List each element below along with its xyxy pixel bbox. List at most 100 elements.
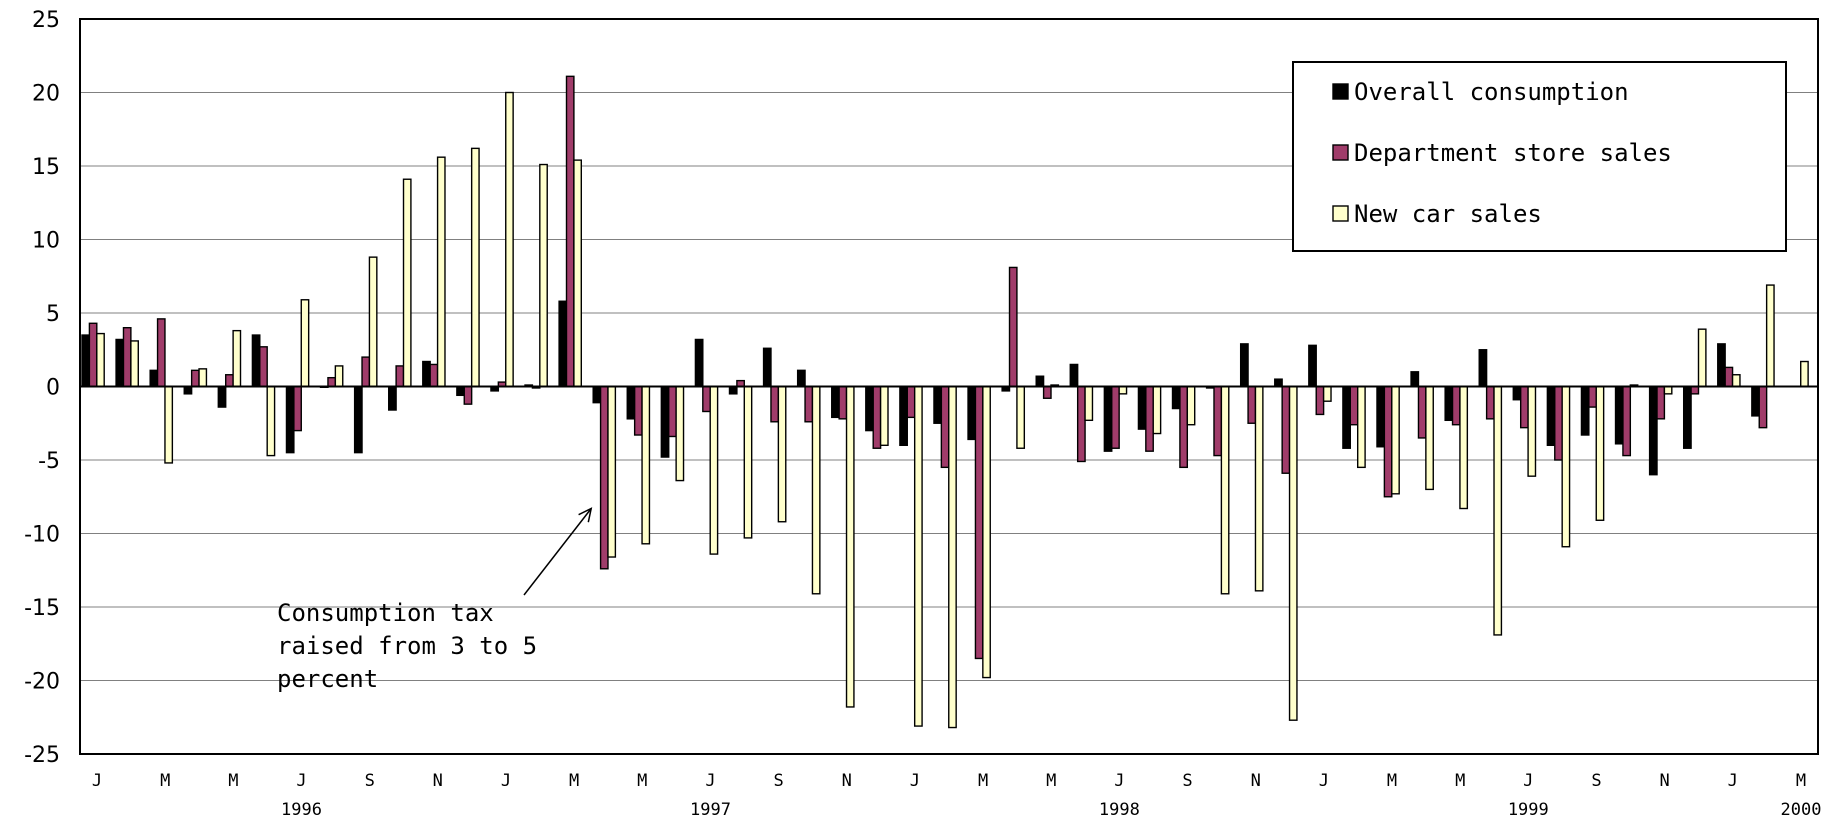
bar-new-car-sales [1663, 385, 1673, 395]
bar-new-car-sales [300, 299, 310, 388]
bar-new-car-sales [641, 385, 651, 545]
bar-department-store-sales [1485, 385, 1495, 420]
bar-new-car-sales [470, 147, 480, 388]
y-tick-label: -25 [24, 743, 60, 768]
bar-overall-consumption [967, 385, 977, 441]
bar-overall-consumption [456, 385, 465, 397]
bar-new-car-sales [777, 385, 787, 523]
bar-overall-consumption [81, 334, 91, 388]
bar-new-car-sales [1425, 385, 1434, 491]
bar-overall-consumption [1410, 371, 1420, 388]
x-tick-label: M [569, 771, 579, 791]
y-tick-label: 15 [32, 155, 60, 180]
x-tick-label: J [92, 771, 102, 791]
axes [79, 18, 1819, 755]
bar-department-store-sales [463, 385, 473, 405]
bar-new-car-sales [1254, 385, 1264, 592]
x-tick-label: J [1523, 771, 1533, 791]
bar-department-store-sales [1179, 385, 1189, 469]
bar-new-car-sales [1220, 385, 1230, 595]
bar-department-store-sales [1247, 385, 1257, 424]
x-tick-label: M [228, 771, 238, 791]
x-year-label: 1996 [281, 800, 322, 817]
bar-overall-consumption [285, 385, 295, 454]
bar-new-car-sales [266, 385, 276, 457]
bar-department-store-sales [770, 385, 780, 423]
bar-department-store-sales [804, 385, 814, 423]
x-tick-label: S [1182, 771, 1192, 791]
bar-overall-consumption [694, 338, 704, 388]
annotation-text: raised from 3 to 5 [277, 632, 537, 660]
bar-overall-consumption [660, 385, 670, 458]
bar-overall-consumption [933, 385, 943, 424]
bar-department-store-sales [940, 385, 950, 469]
y-tick-label: 20 [32, 82, 60, 107]
y-tick-label: -10 [24, 523, 60, 548]
bar-new-car-sales [1186, 385, 1196, 426]
bar-overall-consumption [388, 385, 397, 411]
bar-overall-consumption [1717, 343, 1726, 388]
bar-department-store-sales [1622, 385, 1632, 457]
bar-overall-consumption [626, 385, 636, 420]
x-tick-label: J [1114, 771, 1124, 791]
bar-new-car-sales [1493, 385, 1503, 636]
bar-overall-consumption [831, 385, 840, 419]
bar-overall-consumption [1444, 385, 1454, 422]
bar-overall-consumption [1682, 385, 1692, 449]
bar-department-store-sales [906, 385, 916, 419]
bar-department-store-sales [668, 385, 677, 438]
bar-department-store-sales [1349, 385, 1359, 426]
bar-overall-consumption [115, 338, 125, 388]
bar-new-car-sales [1356, 385, 1366, 469]
bar-new-car-sales [402, 178, 412, 388]
bar-overall-consumption [1342, 385, 1352, 449]
bar-new-car-sales [1118, 385, 1128, 395]
y-tick-labels: 25 20 15 10 5 0 -5 -10 -15 -20 -25 [24, 8, 60, 768]
bar-department-store-sales [1213, 385, 1223, 457]
bar-department-store-sales [1656, 385, 1666, 420]
bar-new-car-sales [130, 340, 139, 388]
bar-new-car-sales [334, 365, 344, 388]
bar-new-car-sales [1322, 385, 1332, 402]
x-tick-label: M [1387, 771, 1397, 791]
bar-department-store-sales [633, 385, 643, 436]
x-tick-label: J [501, 771, 511, 791]
bar-overall-consumption [728, 385, 738, 395]
bar-department-store-sales [293, 385, 302, 432]
bar-overall-consumption [1648, 385, 1658, 476]
bar-overall-consumption [217, 385, 227, 408]
bar-department-store-sales [974, 385, 984, 660]
bar-new-car-sales [1595, 385, 1605, 521]
bar-overall-consumption [558, 300, 568, 388]
bar-new-car-sales [436, 156, 446, 388]
legend-swatch [1332, 205, 1349, 222]
x-tick-label: J [705, 771, 715, 791]
bar-department-store-sales [599, 385, 609, 570]
legend-swatch [1332, 144, 1349, 161]
bar-new-car-sales [164, 385, 174, 464]
y-tick-label: -20 [24, 670, 60, 695]
bar-new-car-sales [96, 332, 105, 388]
x-tick-label: M [1455, 771, 1465, 791]
x-tick-label: S [365, 771, 375, 791]
bar-department-store-sales [225, 374, 234, 388]
bar-department-store-sales [872, 385, 882, 449]
bar-overall-consumption [251, 334, 261, 388]
bar-department-store-sales [1451, 385, 1461, 426]
bar-department-store-sales [156, 318, 166, 388]
bar-overall-consumption [1512, 385, 1522, 401]
x-tick-label: M [1046, 771, 1056, 791]
bar-department-store-sales [1758, 385, 1768, 429]
bar-overall-consumption [353, 385, 363, 454]
x-tick-label: N [1251, 771, 1261, 791]
x-tick-label: J [910, 771, 920, 791]
bar-new-car-sales [368, 256, 378, 388]
x-year-label: 1999 [1508, 800, 1549, 817]
plot-frame [79, 18, 1819, 755]
x-tick-label: N [1659, 771, 1669, 791]
y-tick-label: -5 [38, 449, 60, 474]
bar-department-store-sales [1417, 385, 1427, 439]
bar-new-car-sales [743, 385, 753, 539]
bar-overall-consumption [422, 360, 431, 388]
legend-label: Department store sales [1354, 139, 1672, 167]
